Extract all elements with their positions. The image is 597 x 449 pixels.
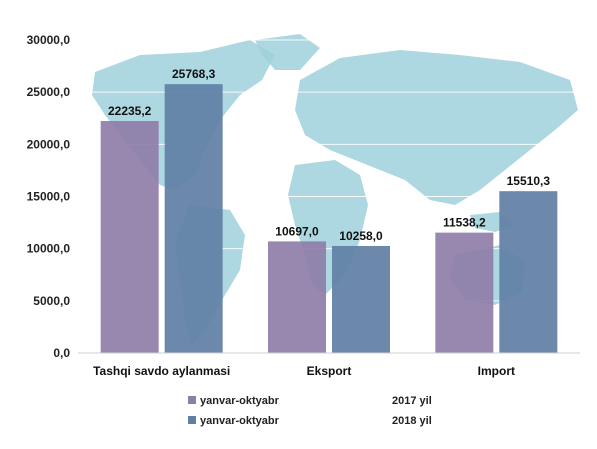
- category-label: Eksport: [307, 364, 352, 378]
- data-labels: 22235,2 25768,3 10697,0 10258,0 11538,2 15510…: [108, 67, 550, 243]
- category-labels: Tashqi savdo aylanmasi Eksport Import: [93, 364, 515, 378]
- map-landmass-3: [295, 50, 578, 205]
- data-label: 10697,0: [275, 224, 319, 238]
- category-label: Tashqi savdo aylanmasi: [93, 364, 230, 378]
- legend-label: yanvar-oktyabr: [200, 415, 280, 427]
- data-label: 15510,3: [507, 174, 551, 188]
- y-tick-label: 10000,0: [27, 242, 71, 256]
- gridlines: [78, 39, 580, 302]
- y-tick-label: 15000,0: [27, 190, 71, 204]
- legend-swatch: [188, 396, 196, 404]
- data-label: 22235,2: [108, 104, 152, 118]
- y-tick-label: 30000,0: [27, 33, 71, 47]
- legend-swatch: [188, 416, 196, 424]
- bar: [499, 191, 558, 353]
- map-landmass-1: [255, 34, 320, 70]
- bars: [100, 84, 558, 354]
- y-tick-label: 25000,0: [27, 85, 71, 99]
- legend-year: 2018 yil: [392, 415, 432, 427]
- bar: [164, 84, 223, 354]
- bar: [100, 121, 159, 353]
- bar: [435, 232, 494, 353]
- data-label: 10258,0: [339, 229, 383, 243]
- y-tick-label: 0,0: [53, 346, 70, 360]
- y-tick-label: 20000,0: [27, 137, 71, 151]
- data-label: 11538,2: [443, 216, 486, 230]
- legend: yanvar-oktyabr 2017 yil yanvar-oktyabr 2018…: [188, 395, 432, 427]
- y-tick-labels: 0,0 5000,0 10000,0 15000,0 20000,0 25000,0 300…: [27, 33, 71, 360]
- bar: [332, 245, 390, 353]
- category-label: Import: [478, 364, 515, 378]
- legend-label: yanvar-oktyabr: [200, 395, 280, 407]
- y-tick-label: 5000,0: [33, 294, 70, 308]
- data-label: 25768,3: [172, 67, 216, 81]
- bar: [268, 241, 326, 353]
- legend-year: 2017 yil: [392, 395, 432, 407]
